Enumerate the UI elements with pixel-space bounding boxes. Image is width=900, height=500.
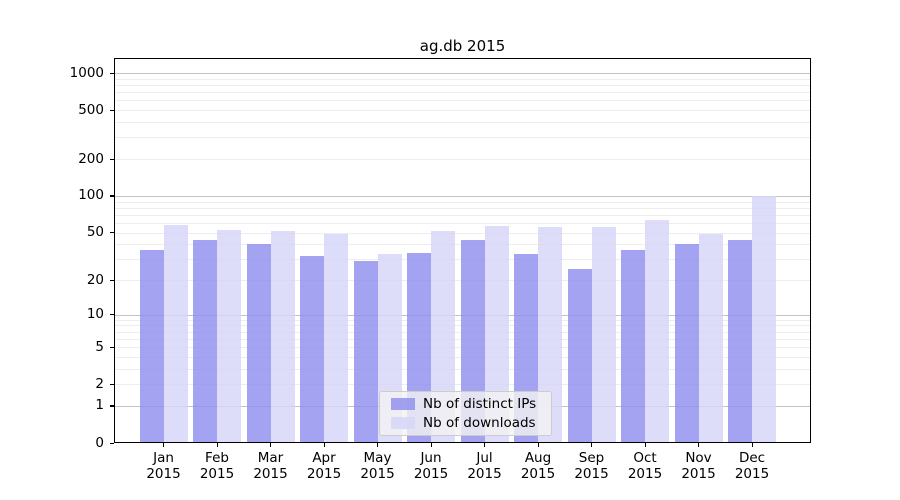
y-tick-label: 50 <box>86 224 104 240</box>
legend-swatch-distinct-ips <box>391 398 415 411</box>
bar-dec-distinct-ips <box>728 240 752 443</box>
y-tick-label: 100 <box>78 187 104 204</box>
bar-feb-downloads <box>217 230 241 443</box>
y-tick-label: 500 <box>78 101 104 118</box>
x-tick-label: Aug 2015 <box>520 450 556 482</box>
y-tick-label: 0 <box>95 434 104 451</box>
y-tick-mark <box>109 279 114 281</box>
x-tick-label: Jun 2015 <box>413 450 449 482</box>
bar-jan-distinct-ips <box>139 249 164 443</box>
gridline-minor <box>114 100 811 102</box>
y-tick-mark <box>109 405 114 407</box>
legend-label-downloads: Nb of downloads <box>423 414 536 431</box>
legend-swatch-downloads <box>391 416 415 429</box>
bar-nov-distinct-ips <box>674 244 699 443</box>
x-tick-mark <box>270 443 272 447</box>
y-tick-mark <box>109 346 114 348</box>
gridline-minor <box>114 85 811 86</box>
x-tick-mark <box>751 443 753 447</box>
gridline-minor <box>114 222 811 224</box>
x-tick-label: Nov 2015 <box>681 450 716 482</box>
bar-dec-downloads <box>752 195 776 443</box>
x-tick-mark <box>430 443 432 447</box>
x-tick-mark <box>216 443 218 447</box>
y-tick-mark <box>109 314 114 316</box>
x-tick-mark <box>591 443 593 447</box>
x-tick-mark <box>698 443 700 447</box>
gridline-minor <box>114 110 811 112</box>
bar-jan-downloads <box>163 224 188 443</box>
bar-nov-downloads <box>698 233 723 443</box>
y-tick-mark <box>109 383 114 385</box>
x-tick-label: Sep 2015 <box>574 450 609 482</box>
gridline-minor <box>114 122 811 123</box>
gridline-major <box>114 195 811 197</box>
gridline-minor <box>114 159 811 160</box>
x-tick-label: Feb 2015 <box>199 450 235 482</box>
x-tick-mark <box>484 443 486 447</box>
bar-mar-distinct-ips <box>246 244 271 443</box>
bar-oct-distinct-ips <box>621 249 645 443</box>
bar-may-distinct-ips <box>353 260 378 443</box>
gridline-minor <box>114 232 811 234</box>
gridline-minor <box>114 207 811 209</box>
y-tick-mark <box>109 195 114 197</box>
bar-feb-distinct-ips <box>193 240 217 443</box>
x-tick-label: Oct 2015 <box>627 450 663 482</box>
bar-sep-distinct-ips <box>567 268 592 443</box>
gridline-minor <box>114 137 811 139</box>
x-tick-label: May 2015 <box>360 450 395 482</box>
x-tick-mark <box>323 443 325 447</box>
bar-oct-downloads <box>645 219 669 443</box>
legend: Nb of distinct IPs Nb of downloads <box>379 391 552 436</box>
x-tick-label: Jul 2015 <box>467 450 502 482</box>
gridline-minor <box>114 92 811 94</box>
y-tick-label: 1 <box>95 397 104 414</box>
x-tick-label: Dec 2015 <box>734 450 770 482</box>
plot-area <box>114 58 811 443</box>
gridline-major <box>114 73 811 74</box>
bar-apr-distinct-ips <box>300 255 324 443</box>
x-tick-label: Jan 2015 <box>146 450 181 482</box>
gridline-minor <box>114 214 811 216</box>
y-tick-label: 1000 <box>69 64 104 81</box>
y-tick-label: 2 <box>95 375 104 392</box>
y-tick-mark <box>109 158 114 160</box>
gridline-minor <box>114 201 811 203</box>
bar-mar-downloads <box>270 231 295 443</box>
x-tick-mark <box>163 443 165 447</box>
x-tick-label: Mar 2015 <box>253 450 288 482</box>
gridline-minor <box>114 78 811 80</box>
y-tick-label: 10 <box>86 306 104 323</box>
x-tick-mark <box>377 443 379 447</box>
bar-sep-downloads <box>591 227 616 443</box>
x-tick-mark <box>537 443 539 447</box>
y-tick-mark <box>109 109 114 111</box>
y-tick-mark <box>109 442 114 444</box>
x-tick-mark <box>644 443 646 447</box>
chart-title: ag.db 2015 <box>419 37 506 55</box>
y-tick-mark <box>109 72 114 74</box>
x-tick-label: Apr 2015 <box>306 450 342 482</box>
y-tick-label: 5 <box>95 338 104 355</box>
y-tick-label: 20 <box>86 271 104 288</box>
y-tick-label: 200 <box>78 150 104 167</box>
legend-item-distinct-ips: Nb of distinct IPs <box>391 395 545 413</box>
legend-label-distinct-ips: Nb of distinct IPs <box>423 396 537 413</box>
y-tick-mark <box>109 232 114 234</box>
bar-apr-downloads <box>324 233 348 443</box>
legend-item-downloads: Nb of downloads <box>391 414 545 432</box>
